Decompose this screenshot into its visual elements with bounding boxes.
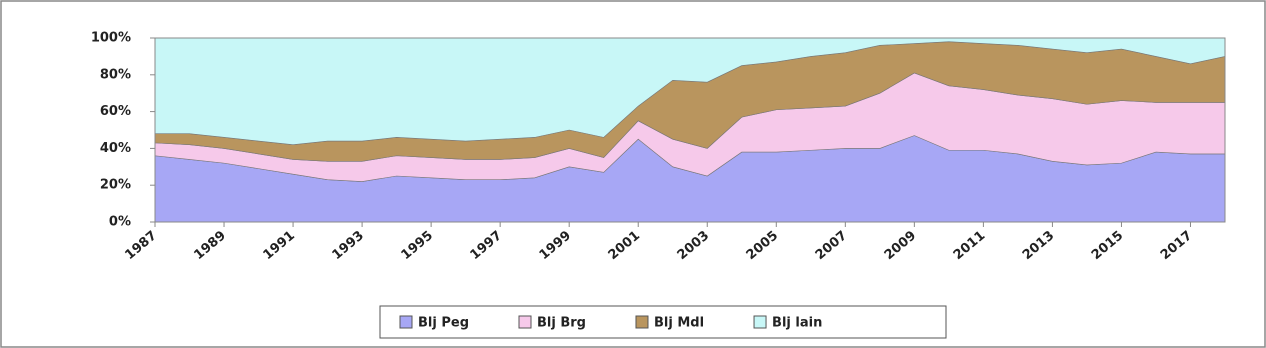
legend-swatch xyxy=(399,315,413,329)
plot-border xyxy=(154,37,1226,223)
legend-label: Blj lain xyxy=(772,316,822,331)
legend-swatch xyxy=(635,315,649,329)
y-tick-label: 60% xyxy=(100,104,131,119)
y-tick-label: 0% xyxy=(109,215,131,230)
legend-label: Blj Brg xyxy=(537,316,586,331)
y-tick-label: 100% xyxy=(91,31,131,46)
legend-swatch xyxy=(518,315,532,329)
y-tick-label: 20% xyxy=(100,178,131,193)
y-tick-label: 80% xyxy=(100,67,131,82)
legend-swatch xyxy=(753,315,767,329)
y-tick-label: 40% xyxy=(100,141,131,156)
legend-label: Blj Peg xyxy=(418,316,469,331)
legend-label: Blj Mdl xyxy=(654,316,704,331)
legend-box xyxy=(379,305,947,339)
